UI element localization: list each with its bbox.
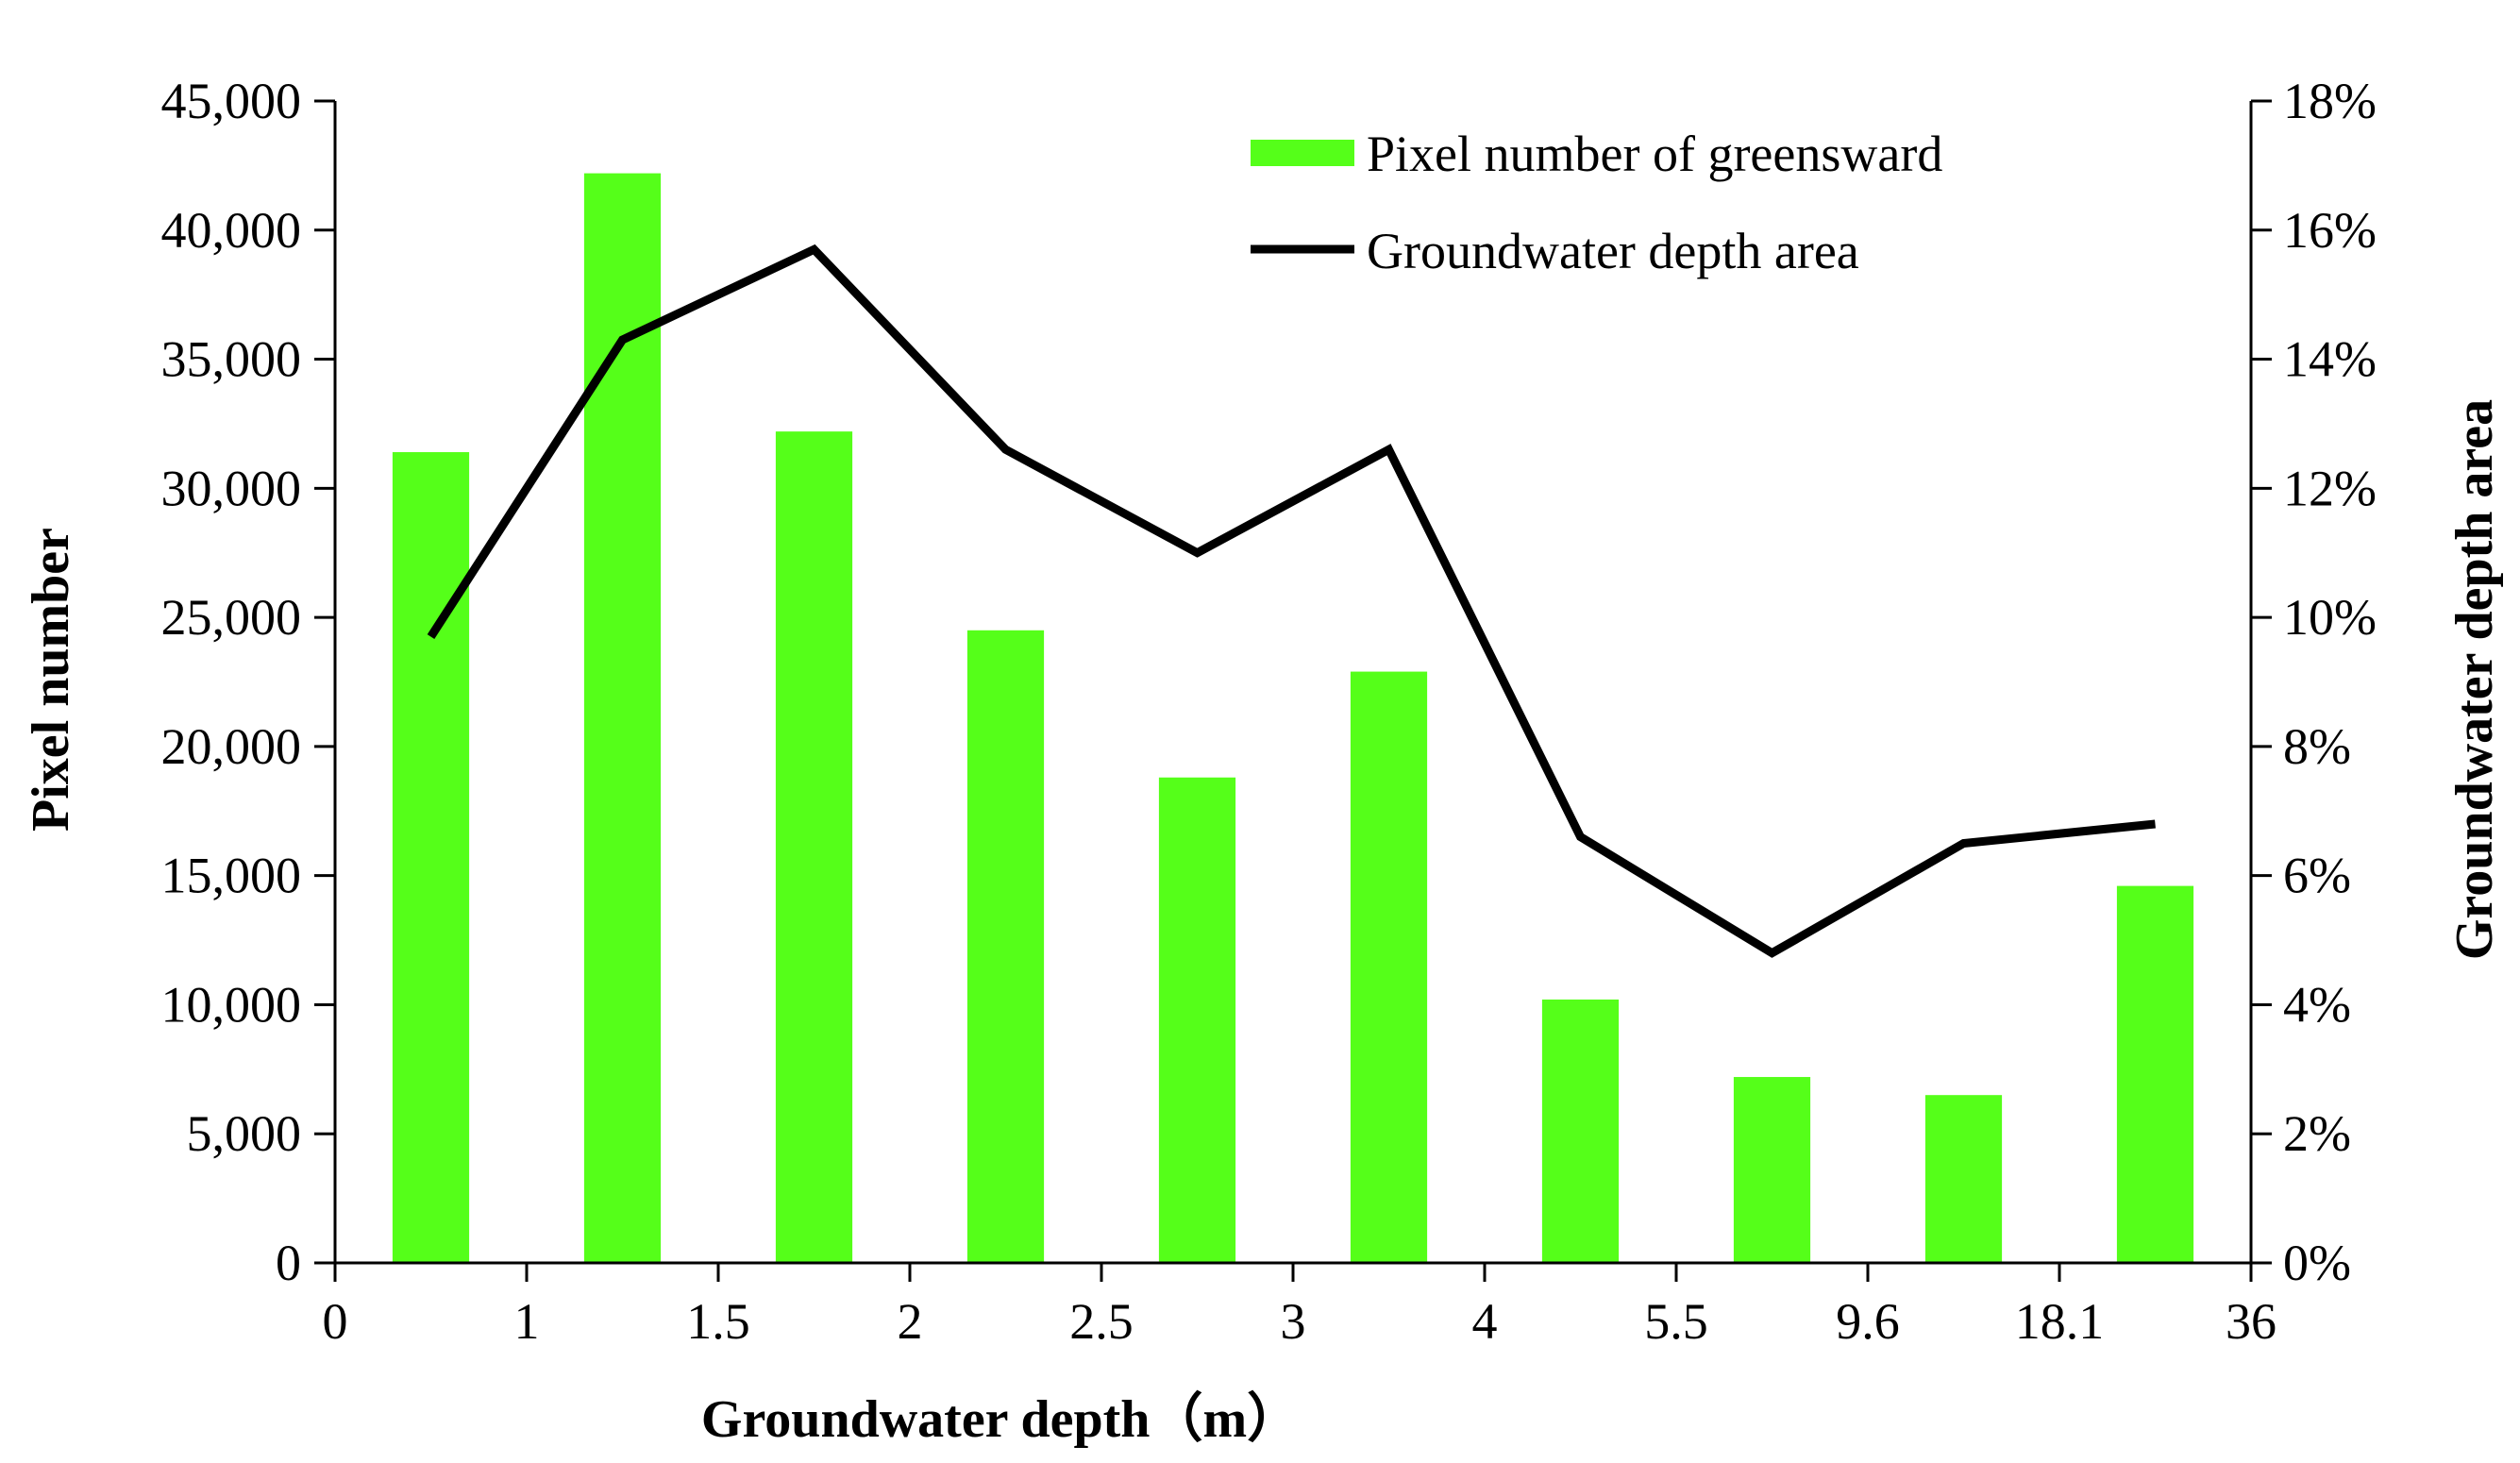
right-tick-label-4: 8% (2283, 718, 2351, 775)
x-tick-label-10: 36 (2226, 1293, 2276, 1350)
bar-0 (392, 452, 470, 1264)
right-tick-label-9: 18% (2283, 73, 2377, 129)
bar-7 (1733, 1077, 1811, 1263)
x-tick-label-3: 2 (898, 1293, 923, 1350)
x-axis-ticks: 0 1 1.5 2 2.5 3 4 5.5 9.6 18.1 36 (323, 1263, 2276, 1350)
x-tick-label-6: 4 (1472, 1293, 1498, 1350)
x-tick-label-1: 1 (514, 1293, 540, 1350)
left-tick-label-6: 30,000 (161, 460, 302, 516)
legend-label-line: Groundwater depth area (1367, 223, 1859, 279)
right-tick-label-1: 2% (2283, 1105, 2351, 1162)
bar-3 (966, 630, 1045, 1263)
right-tick-label-5: 10% (2283, 589, 2377, 646)
bar-8 (1924, 1095, 2003, 1263)
legend-swatch-bar (1251, 140, 1354, 166)
right-tick-label-7: 14% (2283, 331, 2377, 388)
left-tick-label-1: 5,000 (187, 1105, 302, 1162)
right-tick-label-3: 6% (2283, 848, 2351, 904)
left-tick-label-9: 45,000 (161, 73, 302, 129)
bar-4 (1158, 777, 1236, 1263)
left-tick-label-5: 25,000 (161, 589, 302, 646)
left-y-axis-title: Pixel number (22, 528, 80, 832)
line-series (427, 244, 2156, 958)
left-tick-label-3: 15,000 (161, 848, 302, 904)
right-tick-label-6: 12% (2283, 460, 2377, 516)
x-tick-label-8: 9.6 (1836, 1293, 1900, 1350)
bar-1 (583, 173, 662, 1263)
legend: Pixel number of greensward Groundwater d… (1251, 126, 1942, 279)
x-tick-label-9: 18.1 (2015, 1293, 2105, 1350)
legend-label-bar: Pixel number of greensward (1367, 126, 1942, 182)
bar-5 (1350, 671, 1428, 1263)
x-tick-label-4: 2.5 (1069, 1293, 1134, 1350)
x-axis-title: Groundwater depth（m） (701, 1389, 1300, 1449)
right-tick-label-0: 0% (2283, 1235, 2351, 1291)
bar-6 (1541, 999, 1620, 1263)
right-tick-label-8: 16% (2283, 202, 2377, 259)
left-y-axis-ticks: 0 5,000 10,000 15,000 20,000 25,000 30,000 35,0… (161, 73, 335, 1291)
right-tick-label-2: 4% (2283, 976, 2351, 1033)
x-tick-label-0: 0 (323, 1293, 348, 1350)
x-tick-label-7: 5.5 (1644, 1293, 1708, 1350)
bar-9 (2116, 885, 2194, 1263)
bar-2 (775, 431, 853, 1263)
x-tick-label-2: 1.5 (686, 1293, 750, 1350)
left-tick-label-7: 35,000 (161, 331, 302, 388)
bar-series (392, 173, 2194, 1264)
left-tick-label-0: 0 (276, 1235, 301, 1291)
left-tick-label-2: 10,000 (161, 976, 302, 1033)
left-tick-label-4: 20,000 (161, 718, 302, 775)
left-tick-label-8: 40,000 (161, 202, 302, 259)
line-path (427, 244, 2156, 958)
right-y-axis-ticks: 0% 2% 4% 6% 8% 10% 12% 14% 16% 18% (2251, 73, 2377, 1291)
right-y-axis-title: Groundwater depth area (2445, 399, 2504, 960)
x-tick-label-5: 3 (1281, 1293, 1306, 1350)
